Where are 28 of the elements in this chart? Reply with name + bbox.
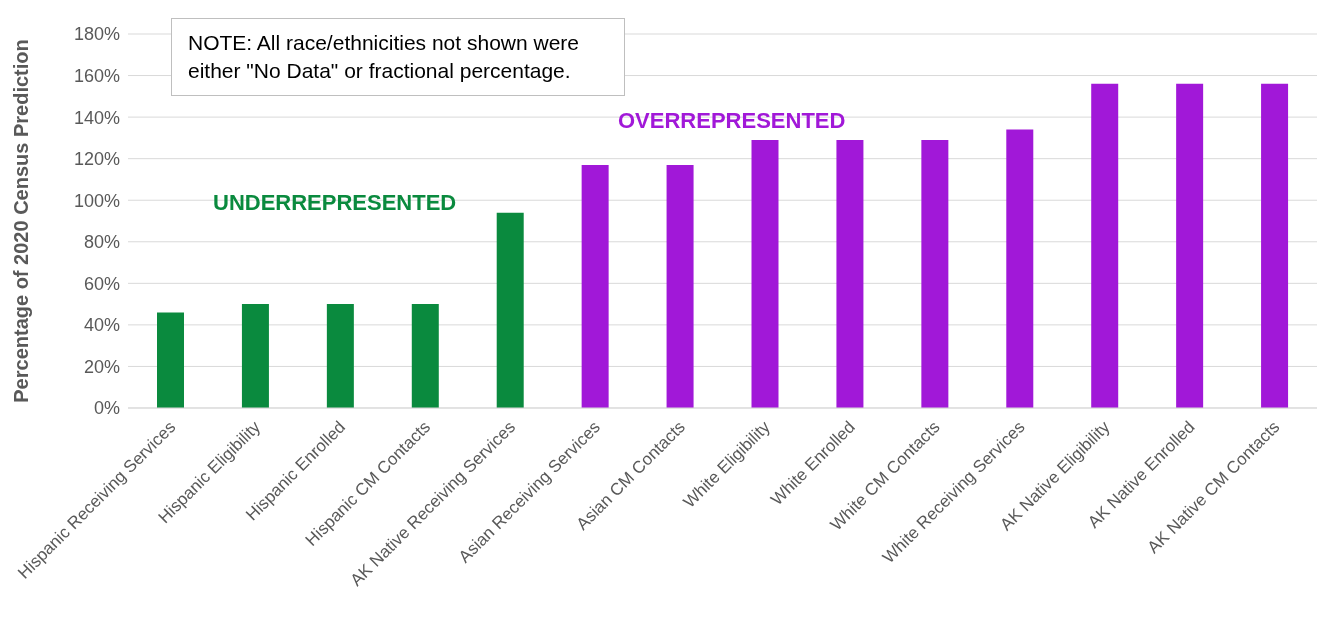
bar [157,312,184,408]
bar [581,164,609,408]
annotation: NOTE: All race/ethnicities not shown were either "No Data" or fractional percentage. [171,18,625,96]
bar [411,304,439,408]
bar [496,212,524,408]
y-tick-label: 100% [73,190,120,211]
annotation: OVERREPRESENTED [618,108,846,134]
y-tick-label: 80% [83,232,120,253]
y-tick-label: 40% [83,315,120,336]
y-tick-label: 180% [73,24,120,45]
bar [326,304,354,408]
y-tick-label: 60% [83,273,120,294]
bar [1176,83,1204,408]
bar [1091,83,1119,408]
bar [241,304,269,408]
annotation: UNDERREPRESENTED [213,190,457,216]
y-tick-label: 120% [73,149,120,170]
bar [921,139,949,408]
y-tick-label: 140% [73,107,120,128]
bar [1006,129,1034,408]
bar [666,164,694,408]
y-tick-label: 160% [73,65,120,86]
bar [836,139,864,408]
bar [1261,83,1289,408]
y-axis-title: Percentage of 2020 Census Prediction [10,39,33,403]
y-tick-label: 0% [93,398,120,419]
bar [751,139,779,408]
y-tick-label: 20% [83,356,120,377]
